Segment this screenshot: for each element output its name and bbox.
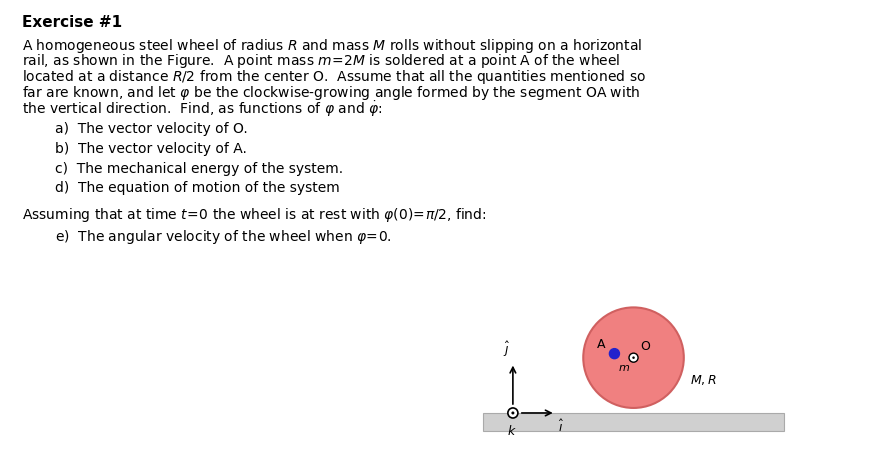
Bar — [482, 413, 784, 431]
Circle shape — [629, 353, 638, 362]
Text: A: A — [597, 338, 606, 351]
Text: b)  The vector velocity of A.: b) The vector velocity of A. — [55, 142, 246, 156]
Text: located at a distance $R/2$ from the center O.  Assume that all the quantities m: located at a distance $R/2$ from the cen… — [22, 68, 646, 86]
Text: rail, as shown in the Figure.  A point mass $m\!=\!2M$ is soldered at a point A : rail, as shown in the Figure. A point ma… — [22, 53, 621, 71]
Text: A homogeneous steel wheel of radius $R$ and mass $M$ rolls without slipping on a: A homogeneous steel wheel of radius $R$ … — [22, 37, 642, 55]
Text: the vertical direction.  Find, as functions of $\varphi$ and $\dot{\varphi}$:: the vertical direction. Find, as functio… — [22, 99, 383, 119]
Text: Assuming that at time $t\!=\!0$ the wheel is at rest with $\varphi(0)\!=\!\pi/2$: Assuming that at time $t\!=\!0$ the whee… — [22, 206, 487, 225]
Circle shape — [508, 408, 518, 418]
Text: $\hat{\jmath}$: $\hat{\jmath}$ — [503, 339, 510, 359]
Text: a)  The vector velocity of O.: a) The vector velocity of O. — [55, 122, 247, 137]
Text: $M, R$: $M, R$ — [690, 373, 717, 387]
Circle shape — [511, 412, 515, 414]
Text: $k$: $k$ — [507, 424, 517, 438]
Text: Exercise #1: Exercise #1 — [22, 15, 122, 30]
Circle shape — [609, 349, 620, 359]
Text: e)  The angular velocity of the wheel when $\varphi\!=\!0$.: e) The angular velocity of the wheel whe… — [55, 228, 398, 246]
Text: d)  The equation of motion of the system: d) The equation of motion of the system — [55, 181, 340, 195]
Text: O: O — [640, 339, 650, 352]
Circle shape — [632, 356, 635, 359]
Circle shape — [583, 307, 683, 408]
Text: c)  The mechanical energy of the system.: c) The mechanical energy of the system. — [55, 161, 343, 175]
Text: far are known, and let $\varphi$ be the clockwise-growing angle formed by the se: far are known, and let $\varphi$ be the … — [22, 84, 641, 101]
Text: $\hat{\imath}$: $\hat{\imath}$ — [558, 419, 564, 435]
Text: $m$: $m$ — [619, 363, 630, 373]
